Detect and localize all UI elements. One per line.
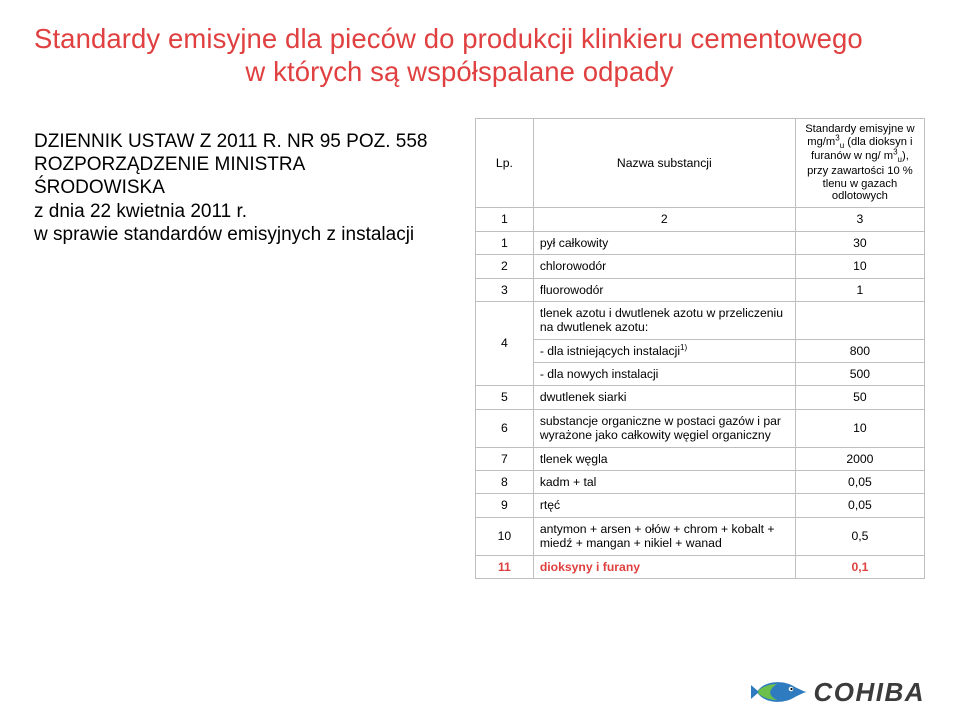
table-row: 10 antymon + arsen + ołów + chrom + koba…	[476, 517, 925, 555]
table-row-highlighted: 11 dioksyny i furany 0,1	[476, 555, 925, 578]
table-row: 2 chlorowodór 10	[476, 255, 925, 278]
table-row: 7 tlenek węgla 2000	[476, 447, 925, 470]
table-numrow: 1 2 3	[476, 208, 925, 231]
ref-line-4: w sprawie standardów emisyjnych z instal…	[34, 223, 434, 246]
col-substance: Nazwa substancji	[533, 119, 795, 208]
fish-icon	[749, 675, 809, 709]
page-title: Standardy emisyjne dla pieców do produkc…	[0, 0, 959, 88]
table-row: 1 pył całkowity 30	[476, 231, 925, 254]
table-row: - dla nowych instalacji 500	[476, 363, 925, 386]
table-row: - dla istniejących instalacji1) 800	[476, 339, 925, 362]
emission-standards-table: Lp. Nazwa substancji Standardy emisyjne …	[475, 118, 925, 579]
table-row: 4 tlenek azotu i dwutlenek azotu w przel…	[476, 301, 925, 339]
regulation-reference: DZIENNIK USTAW Z 2011 R. NR 95 POZ. 558 …	[34, 130, 434, 246]
ref-line-1: DZIENNIK USTAW Z 2011 R. NR 95 POZ. 558	[34, 130, 434, 153]
col-standard: Standardy emisyjne w mg/m3u (dla dioksyn…	[795, 119, 924, 208]
table-row: 3 fluorowodór 1	[476, 278, 925, 301]
title-line-2: w których są współspalane odpady	[0, 55, 925, 88]
table-row: 6 substancje organiczne w postaci gazów …	[476, 409, 925, 447]
cohiba-logo: COHIBA	[749, 675, 925, 709]
ref-line-3: z dnia 22 kwietnia 2011 r.	[34, 200, 434, 223]
table-header-row: Lp. Nazwa substancji Standardy emisyjne …	[476, 119, 925, 208]
table-row: 8 kadm + tal 0,05	[476, 471, 925, 494]
title-line-1: Standardy emisyjne dla pieców do produkc…	[34, 23, 863, 54]
table-row: 5 dwutlenek siarki 50	[476, 386, 925, 409]
ref-line-2: ROZPORZĄDZENIE MINISTRA ŚRODOWISKA	[34, 153, 434, 199]
col-lp: Lp.	[476, 119, 534, 208]
table-row: 9 rtęć 0,05	[476, 494, 925, 517]
logo-text: COHIBA	[813, 677, 925, 708]
